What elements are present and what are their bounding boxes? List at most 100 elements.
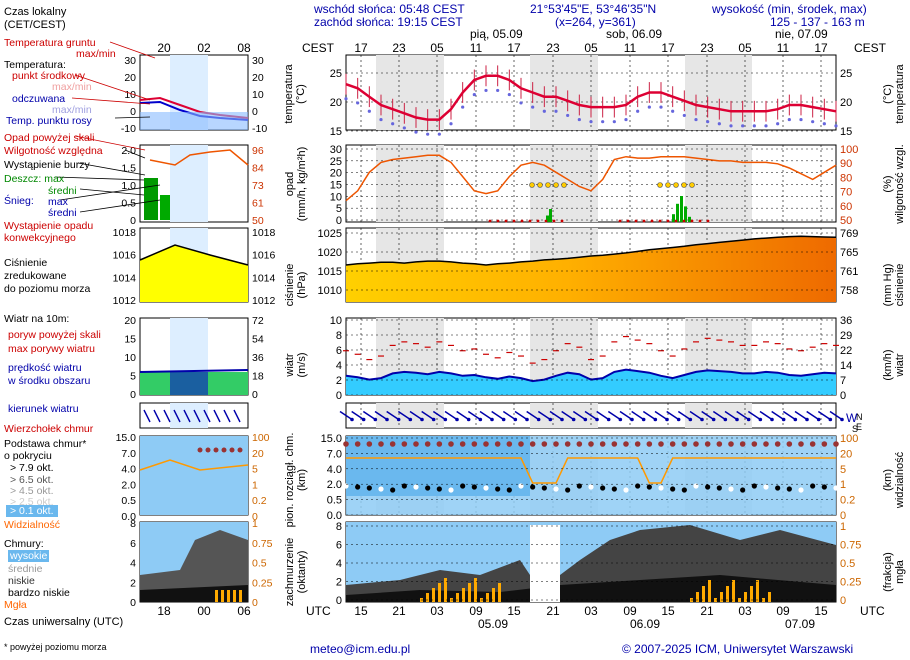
dew-point-5 [402,126,406,130]
conv-dot-b-8 [682,219,686,223]
wind-arrow-head-23 [618,417,623,422]
compass-s: S [852,424,858,434]
cloud-base-16 [530,484,536,490]
ytick-r-undefined-2: 80 [840,172,852,184]
fog-bar-b-8 [738,598,741,602]
leg-connector-2 [71,97,151,105]
top-hour-8: 17 [661,41,675,55]
dew-point-21 [589,120,593,124]
dew-point-34 [741,124,745,128]
storm-marker-4 [561,182,567,188]
dew-point-13 [496,88,500,93]
legend-cloud-mid: średnie [8,563,43,575]
cloud-base-39 [798,487,804,493]
top-day-2: nie, 07.09 [775,27,828,41]
dew-point-23 [612,120,616,124]
bottom-date-1: 06.09 [630,617,660,631]
ytick-l-undefined-2: 4 [336,558,342,570]
cloud-base-15 [518,483,524,489]
legend-okt-45: > 4.5 okt. [10,485,54,497]
leg-wind-r-0: 72 [252,315,264,327]
legend-temperature: Temperatura: [4,59,66,71]
fog-bar-b-5 [720,592,723,602]
legend-snow: Śnieg: [4,195,34,207]
cloud-top-39 [798,441,804,447]
cloud-base-22 [600,485,606,491]
leg-connector-9 [59,184,161,201]
leg-cloud-l-4: 0.5 [121,495,136,507]
wind-arrow-24 [619,410,633,421]
grid-text: (x=264, y=361) [555,15,636,29]
cloud-top-11 [471,441,478,447]
temp-right-title: (°C) temperatura [882,64,906,124]
footer-email[interactable]: meteo@icm.edu.pl [310,642,411,656]
wind-arrow-head-34 [746,417,751,422]
cloud-base-29 [681,487,687,493]
cloud-base-30 [693,483,699,489]
conv-dot-a-6 [536,219,540,223]
conv-dot-b-2 [634,219,638,223]
leg-connector-3 [114,116,151,119]
cloud-base-3 [378,486,384,492]
storm-marker-5 [657,182,663,188]
conv-dot-b-9 [690,219,694,223]
leg-wind-r-4: 0 [252,389,258,401]
legend-visibility: Widzialność [4,519,61,531]
fog-bar-b-9 [744,592,747,602]
ytick-l-undefined-3: 1010 [318,285,342,297]
top-tz-left: CEST [302,41,335,55]
cloud-top-41 [821,441,828,447]
leg-press-r-2: 1014 [252,272,276,284]
cloud-top-2 [366,441,373,447]
cloud-base-14 [506,487,512,493]
wind-arrow-head-13 [501,417,506,422]
cloud-base-32 [716,485,722,491]
wind-arrow-27 [654,410,668,421]
wind-arrow-25 [631,410,645,421]
wind-arrow-28 [666,410,680,421]
cloud-base-41 [821,484,827,490]
dew-point-14 [507,92,511,97]
conv-dot-a-4 [520,219,524,223]
leg-connector-7 [54,176,145,181]
wind-arrow-head-40 [816,417,821,422]
cloud-top-24 [623,441,629,447]
cloud-top-37 [774,441,781,447]
fog-bar-b-10 [750,586,753,602]
leg-press-l-3: 1012 [113,295,137,307]
leg-precip-r-2: 73 [252,180,264,192]
ytick-r-undefined-5: 50 [840,215,852,227]
leg-cloud-top-0 [197,447,203,453]
leg-dir-4 [183,409,191,423]
ytick-l-undefined-4: 0.5 [327,495,342,507]
ytick-r-undefined-0: 25 [840,68,852,80]
ytick-l-undefined-1: 20 [330,97,342,109]
leg-precip-r-0: 96 [252,145,264,157]
leg-fog-bar-2 [227,590,230,602]
bottom-hour-7: 09 [623,604,637,618]
leg-press-l-0: 1018 [113,227,137,239]
leg-wind-area-night [170,372,208,395]
bottom-hour-2: 03 [430,604,444,618]
legend-panel-day-4 [170,403,208,428]
top-hour-5: 23 [546,41,560,55]
legend-utc: Czas uniwersalny (UTC) [4,616,124,628]
wind-arrow-39 [794,410,808,421]
leg-fog-bar-4 [239,590,242,602]
wind-arrow-17 [537,410,551,421]
cloud-base-42 [833,485,839,491]
wind-arrow-head-42 [840,417,844,422]
wind-arrow-head-18 [560,417,564,422]
cloud-base-38 [786,486,792,492]
panel-precip-night-2 [685,145,752,222]
leg-dir-7 [213,409,221,423]
ytick-r-undefined-2: 5 [840,464,846,476]
cloud-top-34 [739,441,746,447]
leg-cloud-r-0: 100 [252,432,270,444]
ytick-r-undefined-2: 761 [840,266,858,278]
wind-arrow-42 [829,410,843,421]
ytick-l-undefined-0: 1025 [318,228,342,240]
leg-rain-avg-bar [160,195,170,220]
leg-cover-l-3: 2 [130,577,136,589]
leg-connector-6 [77,162,146,176]
